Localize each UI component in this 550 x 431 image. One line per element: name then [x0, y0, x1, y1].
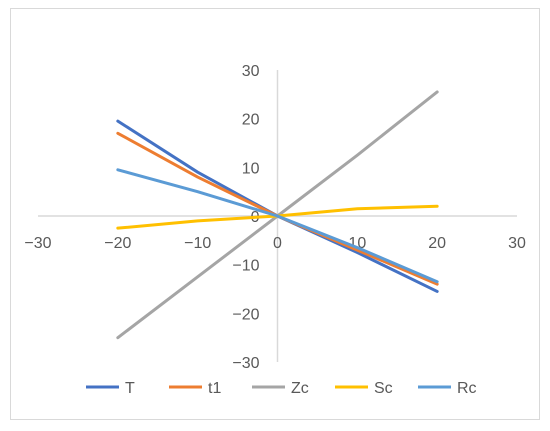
y-tick-label: 20 — [242, 112, 260, 129]
y-tick-label: −30 — [232, 355, 259, 372]
x-tick-label: 0 — [273, 235, 282, 252]
x-tick-label: 20 — [428, 235, 446, 252]
legend-label-t: T — [125, 380, 135, 397]
x-tick-label: −30 — [24, 235, 51, 252]
y-tick-label: −20 — [232, 306, 259, 323]
legend-label-rc: Rc — [457, 380, 477, 397]
series-line-rc — [116, 168, 439, 284]
y-tick-label: 10 — [242, 160, 260, 177]
legend-label-zc: Zc — [291, 380, 309, 397]
y-tick-label: −10 — [232, 258, 259, 275]
legend-label-sc: Sc — [374, 380, 393, 397]
y-tick-label: 30 — [242, 63, 260, 80]
x-tick-label: 30 — [508, 235, 526, 252]
legend-label-t1: t1 — [208, 380, 221, 397]
series-lines — [116, 90, 439, 340]
x-tick-label: −10 — [184, 235, 211, 252]
x-tick-label: −20 — [104, 235, 131, 252]
